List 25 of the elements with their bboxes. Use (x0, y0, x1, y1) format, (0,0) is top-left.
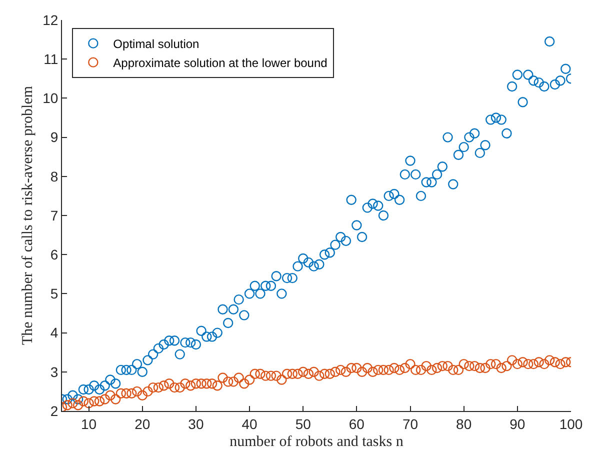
x-tick-label: 40 (242, 416, 258, 432)
y-tick-label: 3 (50, 364, 58, 380)
x-tick-label: 90 (510, 416, 526, 432)
x-tick-label: 20 (134, 416, 150, 432)
x-axis-title: number of robots and tasks n (230, 434, 404, 450)
legend-label: Approximate solution at the lower bound (113, 56, 328, 70)
x-tick-label: 10 (81, 416, 97, 432)
x-tick-label: 30 (188, 416, 204, 432)
x-tick-label: 60 (348, 416, 365, 432)
y-tick-label: 6 (50, 246, 58, 262)
x-tick-label: 50 (295, 416, 312, 432)
y-tick-label: 11 (44, 51, 58, 67)
y-tick-label: 4 (50, 324, 58, 341)
x-tick-label: 100 (559, 416, 583, 432)
y-tick-label: 2 (50, 402, 58, 419)
y-tick-label: 9 (50, 129, 58, 146)
x-tick-label: 80 (456, 416, 472, 432)
y-tick-label: 5 (50, 286, 58, 302)
legend-label: Optimal solution (113, 37, 200, 51)
y-tick-label: 12 (42, 12, 58, 28)
x-tick-label: 70 (402, 416, 418, 432)
y-axis-title: The number of calls to risk-averse problem (20, 86, 36, 346)
y-tick-label: 8 (50, 168, 58, 184)
y-tick-label: 7 (50, 207, 58, 224)
y-tick-label: 10 (42, 90, 58, 106)
